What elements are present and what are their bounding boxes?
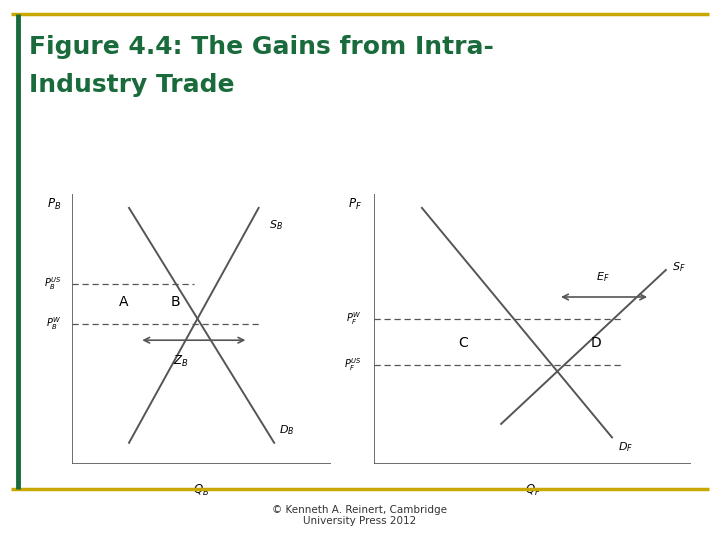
Text: $E_F$: $E_F$: [595, 269, 609, 284]
Text: $Z_B$: $Z_B$: [173, 354, 189, 369]
Text: $D_B$: $D_B$: [279, 423, 294, 437]
Text: $S_B$: $S_B$: [269, 219, 283, 233]
Text: Industry Trade: Industry Trade: [29, 73, 234, 97]
Text: D: D: [591, 336, 601, 350]
Text: $Q_B$: $Q_B$: [194, 483, 210, 498]
Text: C: C: [458, 336, 468, 350]
Text: $P_B^W$: $P_B^W$: [46, 315, 62, 333]
Text: $P_F^{US}$: $P_F^{US}$: [344, 356, 361, 373]
Text: A: A: [119, 295, 129, 309]
Text: $D_F$: $D_F$: [618, 440, 634, 454]
Text: $S_F$: $S_F$: [672, 260, 686, 274]
Text: $P_F^W$: $P_F^W$: [346, 310, 361, 327]
Text: $Q_F$: $Q_F$: [525, 483, 541, 498]
Text: © Kenneth A. Reinert, Cambridge
University Press 2012: © Kenneth A. Reinert, Cambridge Universi…: [272, 505, 448, 526]
Text: $P_B^{US}$: $P_B^{US}$: [44, 275, 62, 292]
Text: B: B: [171, 295, 181, 309]
Text: $P_B$: $P_B$: [48, 197, 62, 212]
Text: $P_F$: $P_F$: [348, 197, 361, 212]
Text: Figure 4.4: The Gains from Intra-: Figure 4.4: The Gains from Intra-: [29, 35, 494, 59]
